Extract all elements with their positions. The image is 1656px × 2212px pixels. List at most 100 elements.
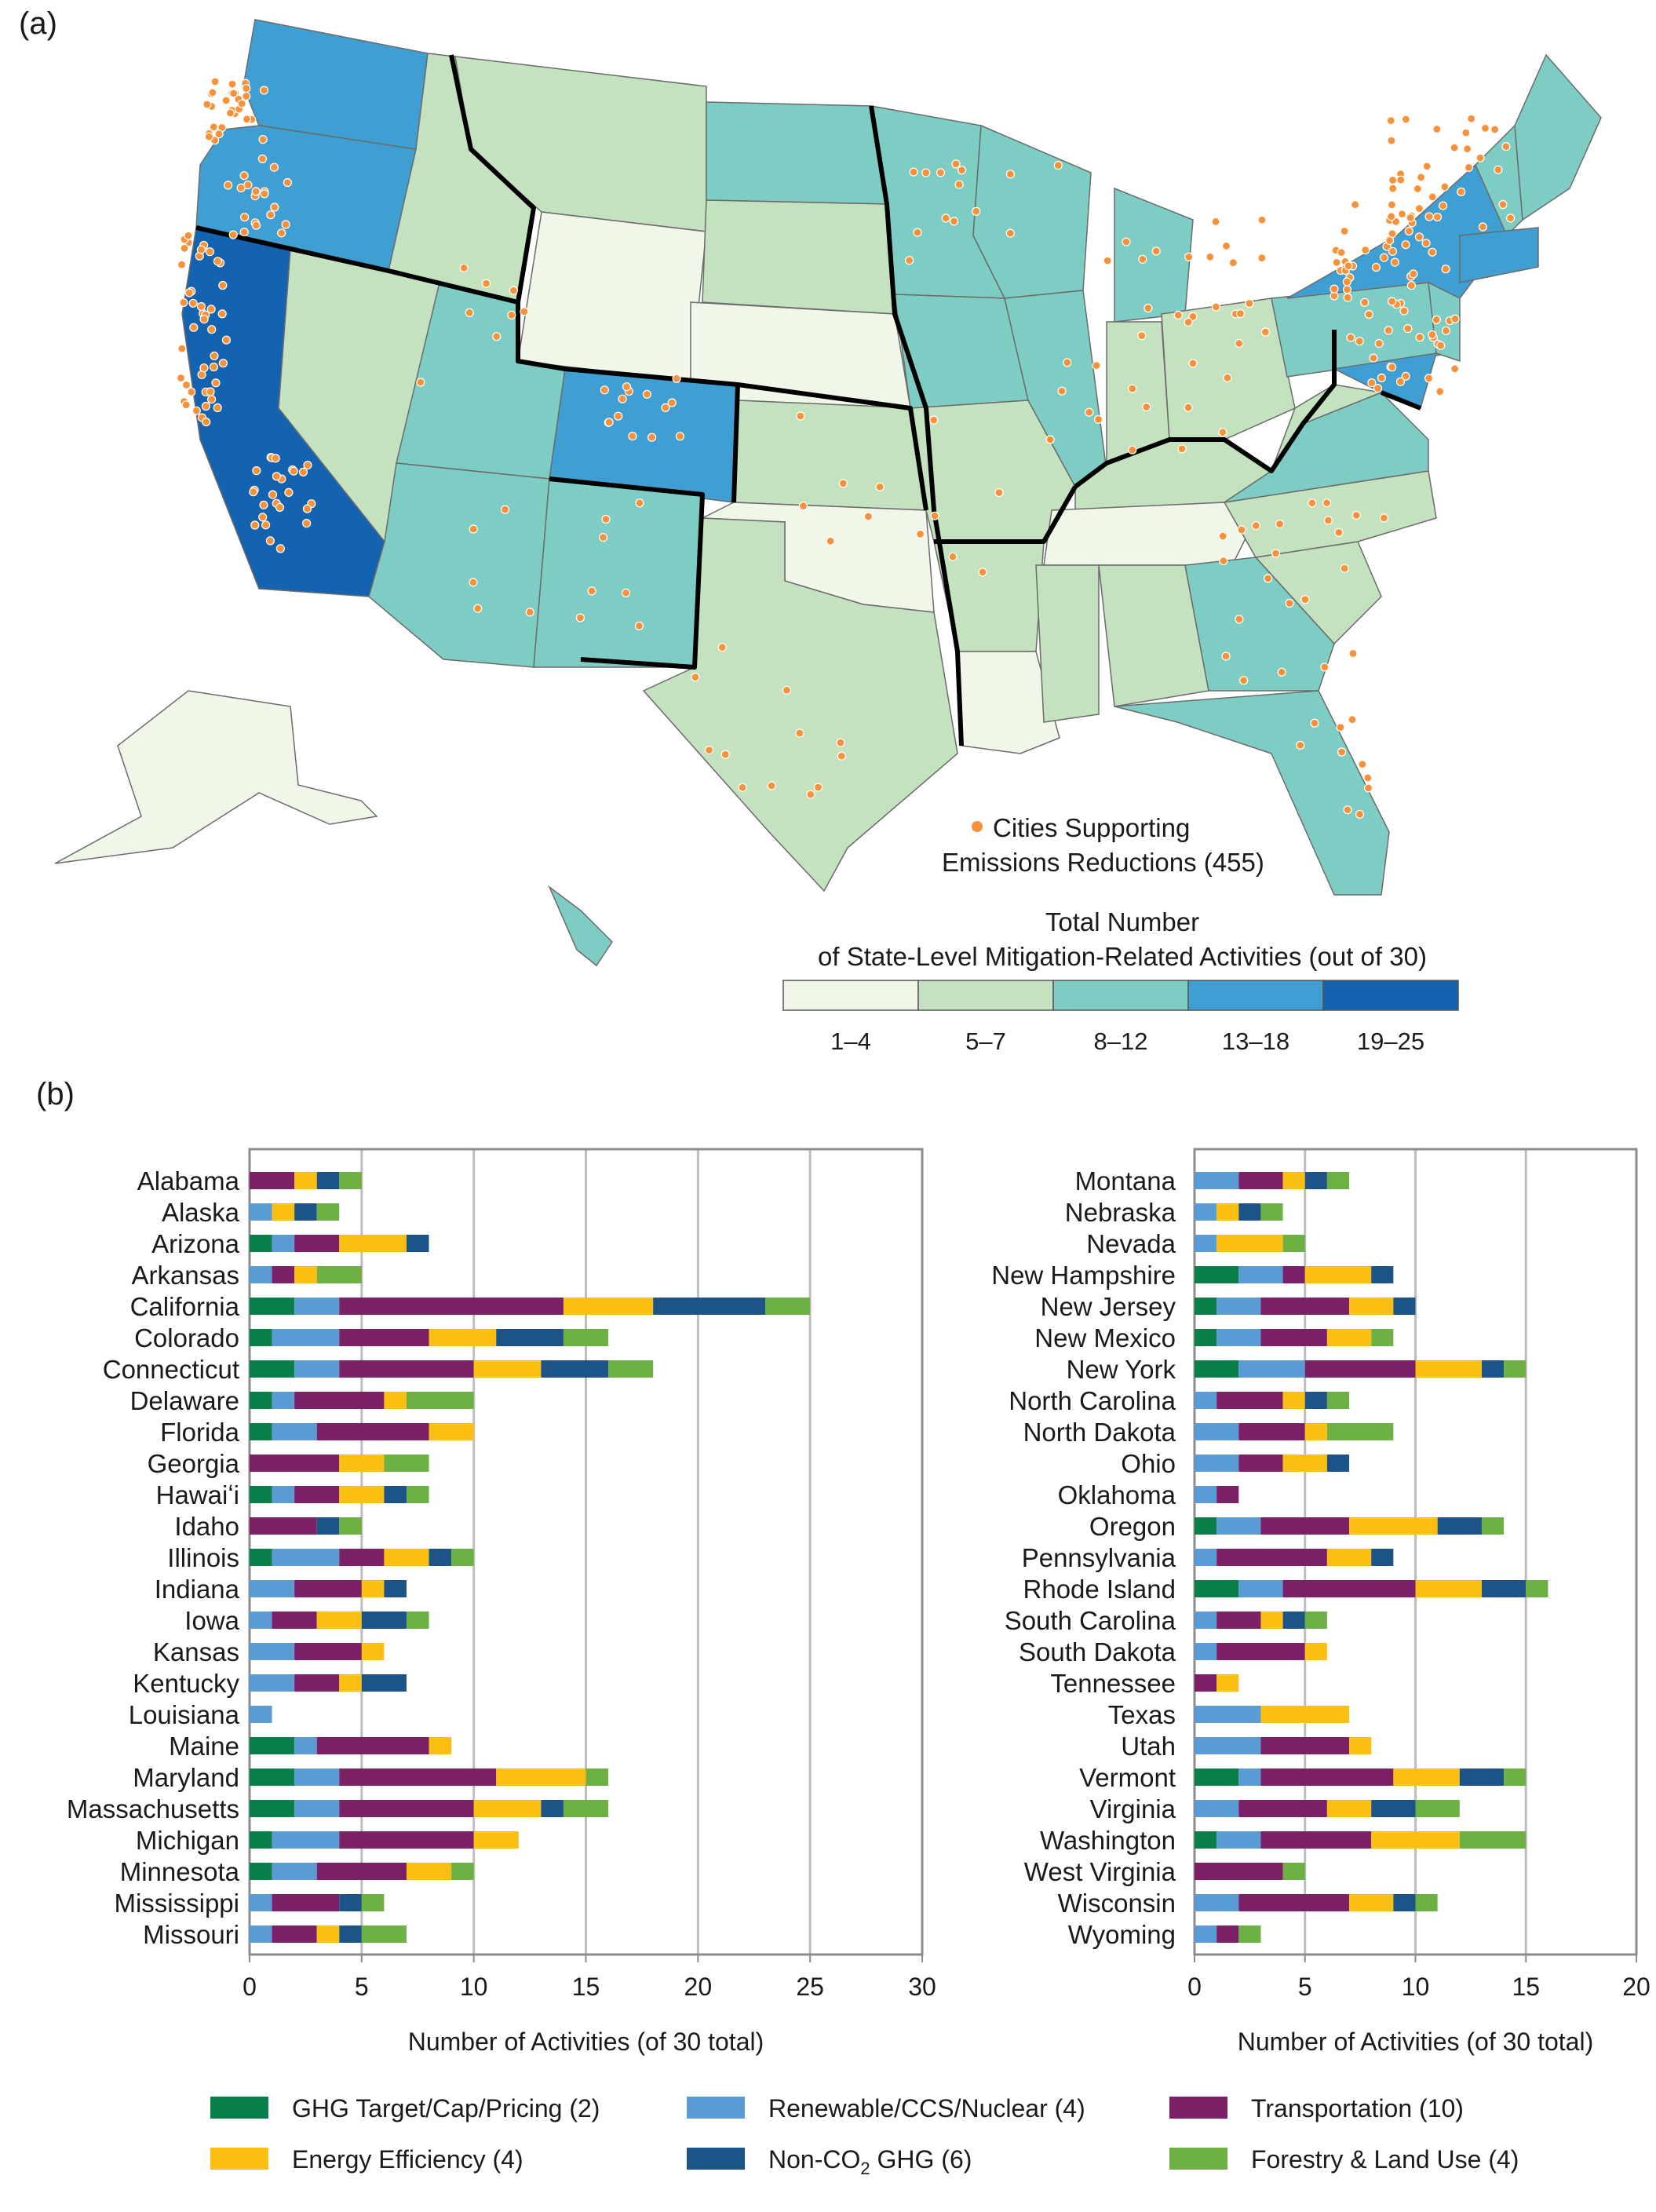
category-label: Connecticut <box>103 1355 239 1384</box>
category-label: Colorado <box>134 1323 239 1352</box>
state-activity-bars-panel: (b) 0 5 10 15 20 25 30 Number of Activities (of… <box>0 1077 1656 2208</box>
bar-segment <box>1304 1360 1416 1378</box>
bar-segment <box>1238 1172 1283 1189</box>
city-dot <box>481 279 491 288</box>
city-dot <box>837 751 847 761</box>
bar-segment <box>272 1266 295 1283</box>
city-dot <box>302 518 312 528</box>
city-dot <box>622 382 632 392</box>
city-dot <box>704 745 714 755</box>
category-label: Missouri <box>143 1920 239 1949</box>
city-dot <box>1235 615 1244 624</box>
city-dot <box>500 505 510 514</box>
city-dot <box>972 206 981 216</box>
city-dot <box>228 79 237 89</box>
city-dot <box>1358 760 1367 769</box>
city-dot <box>675 432 685 441</box>
city-dot <box>1063 358 1072 367</box>
city-dot <box>1373 384 1383 393</box>
city-dot <box>469 524 478 534</box>
city-dot <box>251 187 261 196</box>
city-dot <box>205 247 214 257</box>
bar-segment <box>429 1549 452 1566</box>
city-dot <box>1395 377 1406 386</box>
city-dot <box>283 177 292 188</box>
city-dot <box>302 504 312 513</box>
city-dot <box>647 433 657 442</box>
bar-segment <box>1195 1831 1217 1849</box>
bar-segment <box>1526 1580 1548 1597</box>
city-dot <box>224 181 233 190</box>
city-dot <box>796 411 805 421</box>
bar-segment <box>272 1486 295 1503</box>
city-dot <box>1428 247 1437 257</box>
category-label: South Dakota <box>1019 1637 1176 1666</box>
scale-bin-label-4: 13–18 <box>1222 1028 1289 1055</box>
bar-segment <box>294 1769 340 1786</box>
city-dot <box>189 323 199 332</box>
bar-segment <box>250 1235 272 1252</box>
bar-segment <box>1216 1329 1261 1346</box>
city-dot <box>1005 228 1015 238</box>
bar-segment <box>250 1894 272 1911</box>
bar-segment <box>406 1863 452 1880</box>
city-dot <box>1340 226 1349 236</box>
bar-segment <box>1282 1172 1305 1189</box>
city-dot <box>1122 237 1131 246</box>
city-dot <box>1390 257 1399 267</box>
city-dot <box>1396 175 1406 184</box>
city-dot <box>1320 663 1330 672</box>
city-dot <box>813 783 823 792</box>
bar-segment <box>339 1486 385 1503</box>
category-label: South Carolina <box>1005 1606 1176 1635</box>
category-label: Virginia <box>1090 1794 1176 1823</box>
bar-segment <box>272 1329 340 1346</box>
category-label: Montana <box>1075 1166 1176 1195</box>
city-dot <box>767 781 776 790</box>
city-dot <box>691 672 700 682</box>
bar-segment <box>250 1737 295 1754</box>
city-dot <box>459 263 469 272</box>
bar-segment <box>1260 1612 1283 1629</box>
city-dot <box>1363 773 1373 783</box>
bar-segment <box>1195 1266 1239 1283</box>
city-dot <box>1438 201 1448 210</box>
bar-segment <box>294 1643 362 1660</box>
city-dot <box>184 231 193 240</box>
legend-swatch <box>1169 2097 1227 2119</box>
category-label: Idaho <box>174 1512 239 1541</box>
bar-segment <box>1238 1360 1305 1378</box>
bar-segment <box>272 1831 340 1849</box>
city-dot <box>782 685 792 695</box>
x-axis-label: Number of Activities (of 30 total) <box>1238 2028 1594 2056</box>
bar-segment <box>1195 1329 1217 1346</box>
legend-label: Energy Efficiency (4) <box>292 2145 523 2174</box>
state-wyoming <box>517 211 707 381</box>
bar-segment <box>272 1423 317 1440</box>
city-dot <box>949 217 959 226</box>
city-dot <box>236 183 246 192</box>
bar-segment <box>1304 1172 1327 1189</box>
state-tennessee <box>1043 502 1257 566</box>
city-dot <box>930 511 939 520</box>
city-dot <box>1343 805 1352 815</box>
city-dot <box>717 643 727 652</box>
city-dot <box>228 230 238 239</box>
bar-segment <box>765 1298 811 1315</box>
scale-bin-label-2: 5–7 <box>965 1028 1006 1055</box>
city-dot <box>208 88 217 97</box>
city-dot <box>1351 510 1361 520</box>
bar-segment <box>1393 1894 1416 1911</box>
bar-segment <box>316 1423 429 1440</box>
city-dot <box>1337 248 1346 257</box>
bar-segment <box>316 1925 340 1943</box>
city-dot <box>921 168 931 177</box>
city-dot <box>1387 200 1397 210</box>
legend-label: Forestry & Land Use (4) <box>1251 2145 1519 2174</box>
scale-bin-2 <box>917 980 1054 1011</box>
bar-segment <box>1349 1517 1438 1535</box>
city-dot <box>1184 403 1193 412</box>
city-dot <box>1399 306 1409 316</box>
bar-segment <box>1195 1769 1239 1786</box>
city-dot <box>1330 284 1339 294</box>
